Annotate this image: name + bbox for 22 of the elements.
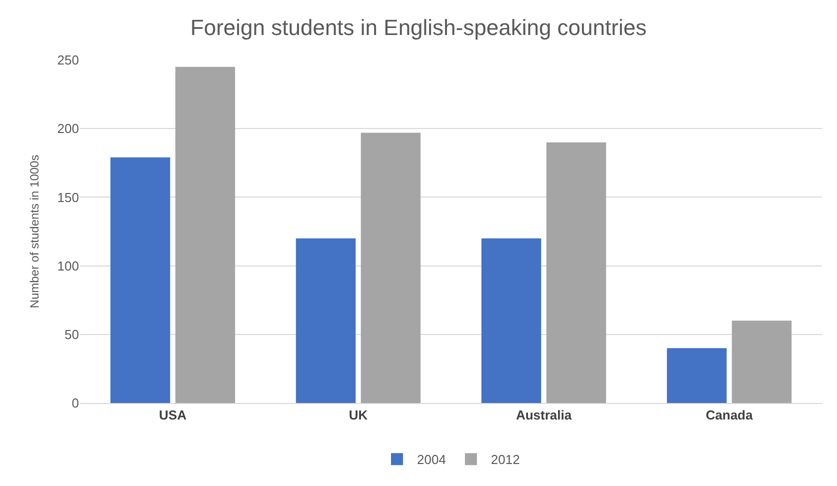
bar xyxy=(175,66,236,403)
y-tick-label: 200 xyxy=(57,121,79,136)
x-tick-label: USA xyxy=(159,408,188,423)
bar xyxy=(481,238,542,403)
y-tick-label: 50 xyxy=(64,326,79,342)
x-tick-label: Canada xyxy=(706,408,754,423)
y-tick-label: 150 xyxy=(57,190,79,205)
legend-label: 2012 xyxy=(490,452,520,468)
y-axis-title: Number of students in 1000s xyxy=(28,154,42,308)
legend-label: 2004 xyxy=(417,452,446,468)
bar xyxy=(360,132,421,403)
bar xyxy=(296,238,356,403)
bar xyxy=(546,142,606,403)
bar xyxy=(666,348,727,403)
bar xyxy=(732,320,792,403)
y-tick-label: 100 xyxy=(57,258,79,274)
y-tick-label: 0 xyxy=(72,396,79,411)
x-tick-label: Australia xyxy=(516,408,572,423)
bar xyxy=(110,157,170,403)
y-tick-label: 250 xyxy=(57,52,79,68)
x-tick-label: UK xyxy=(348,408,368,423)
chart-title: Foreign students in English-speaking countries xyxy=(190,14,647,40)
